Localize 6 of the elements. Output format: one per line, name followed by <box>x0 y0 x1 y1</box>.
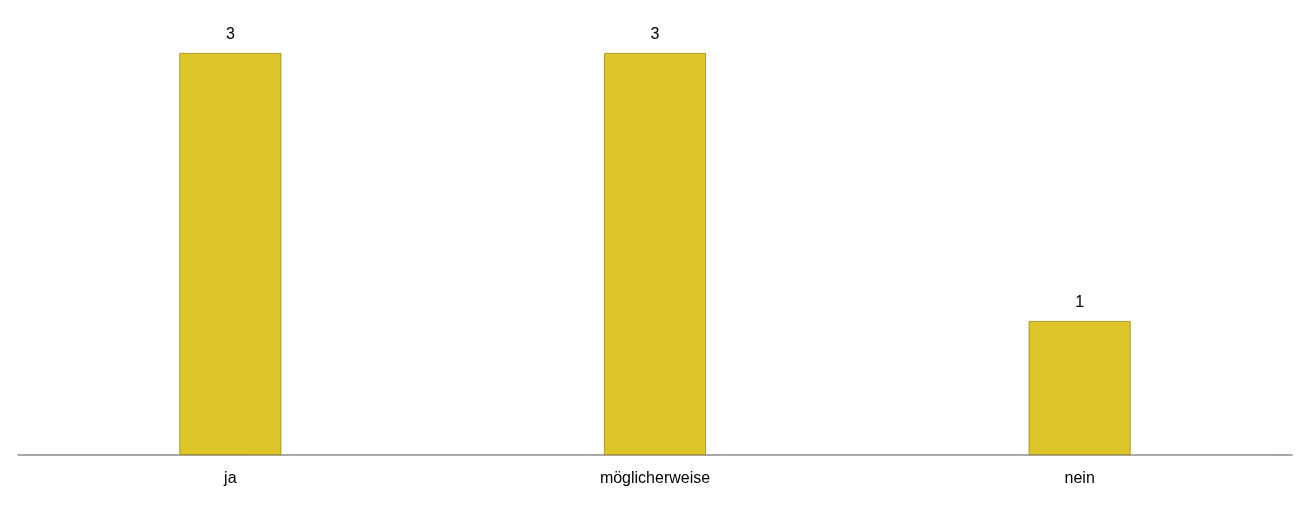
data-label: 1 <box>1075 292 1085 310</box>
data-label: 3 <box>225 24 235 42</box>
x-tick-label: nein <box>1064 468 1095 486</box>
x-tick-label: möglicherweise <box>599 468 711 486</box>
x-tick-label: ja <box>223 468 237 486</box>
data-label: 3 <box>650 24 660 42</box>
